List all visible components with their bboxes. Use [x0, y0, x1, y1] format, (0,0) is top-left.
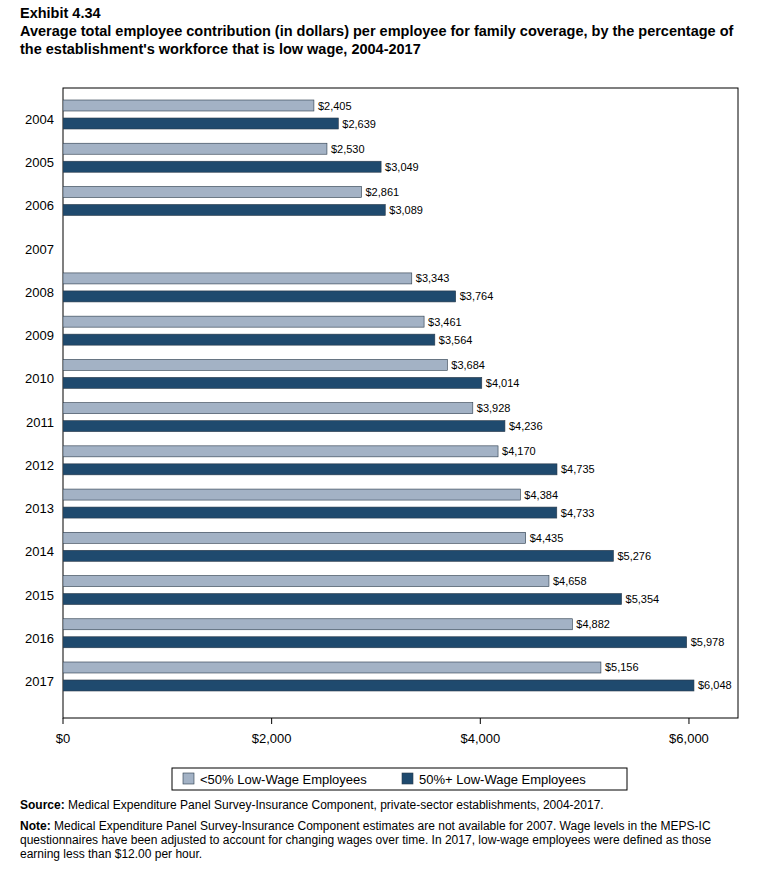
category-label: 2016	[25, 631, 54, 646]
category-label: 2009	[25, 328, 54, 343]
category-label: 2011	[26, 415, 54, 430]
bar	[63, 316, 424, 327]
bar	[63, 637, 687, 648]
bar	[63, 403, 473, 414]
bar	[63, 143, 327, 154]
legend-label: 50%+ Low-Wage Employees	[419, 772, 586, 787]
legend-swatch	[402, 773, 413, 784]
plot-frame	[63, 88, 738, 718]
data-label: $2,405	[318, 100, 352, 112]
data-label: $5,354	[626, 593, 660, 605]
data-label: $4,384	[524, 489, 558, 501]
data-label: $4,435	[530, 532, 564, 544]
category-label: 2015	[25, 588, 54, 603]
data-label: $2,861	[365, 186, 399, 198]
data-label: $3,049	[385, 161, 419, 173]
bar	[63, 550, 613, 561]
data-label: $3,343	[416, 272, 450, 284]
bar	[63, 680, 694, 691]
data-label: $2,530	[331, 143, 365, 155]
data-label: $4,733	[561, 507, 595, 519]
data-label: $3,564	[439, 334, 473, 346]
bar	[63, 186, 361, 197]
data-label: $3,764	[460, 290, 494, 302]
data-label: $5,978	[691, 636, 725, 648]
bar	[63, 489, 520, 500]
bar	[63, 532, 526, 543]
data-label: $3,089	[389, 204, 423, 216]
data-label: $4,236	[509, 420, 543, 432]
tick-label: $4,000	[460, 731, 500, 746]
bar	[63, 118, 338, 129]
legend-swatch	[183, 773, 194, 784]
bars	[63, 100, 694, 691]
data-label: $6,048	[698, 679, 732, 691]
category-label: 2006	[25, 198, 54, 213]
category-label: 2007	[25, 242, 54, 257]
data-label: $4,658	[553, 575, 587, 587]
data-label: $4,170	[502, 445, 536, 457]
bar	[63, 161, 381, 172]
data-label: $5,276	[617, 550, 651, 562]
tick-label: $2,000	[252, 731, 292, 746]
bar	[63, 359, 447, 370]
chart: $2,405 $2,530 $2,861 $3,343 $3,461 $3,684 $3,9…	[0, 0, 758, 883]
bar	[63, 594, 622, 605]
bar	[63, 291, 456, 302]
bar	[63, 507, 557, 518]
data-label: $2,639	[342, 118, 376, 130]
subtitle: Average total employee contribution (in …	[20, 22, 745, 58]
bar	[63, 446, 498, 457]
category-label: 2010	[25, 371, 54, 386]
tick	[480, 718, 481, 724]
category-label: 2012	[25, 458, 54, 473]
data-label: $3,461	[428, 316, 462, 328]
category-label: 2004	[25, 112, 54, 127]
bar	[63, 100, 314, 111]
data-label: $3,684	[451, 359, 485, 371]
annotation: Note: Medical Expenditure Panel Survey-I…	[20, 819, 745, 861]
tick-label: $0	[56, 731, 70, 746]
footnotes: Source: Medical Expenditure Panel Survey…	[20, 798, 745, 868]
category-label: 2008	[25, 285, 54, 300]
data-labels: $2,405 $2,530 $2,861 $3,343 $3,461 $3,684 $3,9…	[318, 100, 732, 692]
title: Exhibit 4.34	[20, 4, 745, 22]
bar	[63, 334, 435, 345]
category-label: 2013	[25, 501, 54, 516]
bar	[63, 464, 557, 475]
data-label: $4,882	[576, 618, 610, 630]
bar	[63, 662, 601, 673]
data-label: $4,014	[486, 377, 520, 389]
annotation: Source: Medical Expenditure Panel Survey…	[20, 798, 745, 812]
bar	[63, 204, 385, 215]
legend-box	[172, 768, 627, 790]
category-label: 2017	[25, 674, 54, 689]
bar	[63, 377, 482, 388]
data-label: $4,735	[561, 463, 595, 475]
bar	[63, 576, 549, 587]
tick	[63, 718, 64, 724]
category-label: 2005	[25, 155, 54, 170]
legend-label: <50% Low-Wage Employees	[200, 772, 367, 787]
tick	[271, 718, 272, 724]
bar	[63, 619, 572, 630]
data-label: $5,156	[605, 661, 639, 673]
category-label: 2014	[25, 544, 54, 559]
bar	[63, 273, 412, 284]
heading: Exhibit 4.34Average total employee contr…	[20, 4, 745, 58]
tick	[688, 718, 689, 724]
legend: <50% Low-Wage Employees 50%+ Low-Wage Emp…	[172, 768, 627, 790]
bar	[63, 421, 505, 432]
data-label: $3,928	[477, 402, 511, 414]
tick-label: $6,000	[669, 731, 709, 746]
